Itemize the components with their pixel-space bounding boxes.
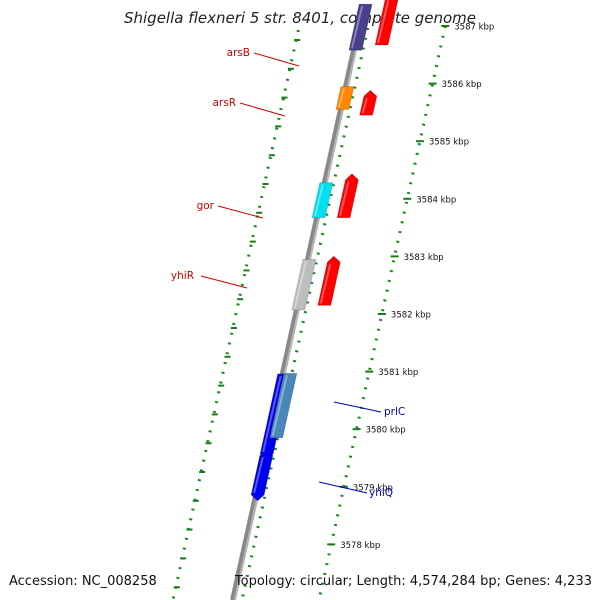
feature-label-arsb: arsB — [227, 47, 250, 59]
feature-label-yhiq: yhiQ — [369, 487, 393, 499]
gene-block — [317, 255, 341, 306]
ruler-tick-label: 3578 kbp — [340, 541, 380, 551]
gene-block-highlight — [339, 181, 350, 217]
gene-block-highlight — [253, 456, 264, 494]
inner-dotted-ring — [240, 27, 370, 600]
outer-dotted-ring — [171, 29, 300, 600]
feature-label-prlc: prlC — [384, 406, 405, 418]
gene-block-highlight — [350, 5, 364, 49]
ruler-tick-label: 3581 kbp — [378, 368, 418, 378]
feature-leader-line — [253, 52, 300, 67]
feature-label-arsr: arsR — [212, 97, 236, 109]
feature-label-yhir: yhiR — [171, 270, 194, 282]
gene-block-highlight — [337, 88, 345, 108]
ruler-tick-label: 3587 kbp — [454, 23, 494, 33]
accession-text: Accession: NC_008258 — [9, 574, 157, 589]
gene-block — [335, 86, 355, 110]
gene-block-highlight — [271, 375, 288, 437]
gene-block — [336, 173, 359, 219]
feature-leader-line — [239, 102, 286, 117]
gene-block-highlight — [262, 375, 282, 453]
feature-leader-line — [217, 205, 264, 219]
gene-block-highlight — [314, 184, 324, 217]
feature-leader-line — [333, 401, 382, 413]
ruler-tick-label: 3586 kbp — [442, 80, 482, 90]
ruler-tick-label: 3584 kbp — [416, 195, 456, 205]
gene-block-highlight — [377, 0, 390, 44]
gene-block — [291, 258, 317, 311]
gene-block — [348, 3, 373, 51]
gene-block — [311, 182, 334, 219]
feature-leader-line — [200, 275, 248, 289]
gene-block — [359, 89, 378, 116]
topology-text: Topology: circular; Length: 4,574,284 bp… — [234, 574, 592, 589]
feature-leader-line — [318, 481, 368, 494]
feature-label-gor: gor — [197, 200, 215, 212]
gene-block-highlight — [361, 98, 368, 114]
ruler-tick-label: 3583 kbp — [404, 253, 444, 263]
ruler-tick-label: 3580 kbp — [366, 426, 406, 436]
gene-block — [250, 454, 274, 502]
gene-block — [374, 0, 399, 46]
ruler-tick-label: 3585 kbp — [429, 138, 469, 148]
gene-block — [269, 372, 298, 439]
gene-block-highlight — [293, 261, 307, 309]
backbone-line — [230, 21, 361, 600]
ruler-tick-label: 3582 kbp — [391, 311, 431, 321]
ruler-tick-label: 3579 kbp — [353, 483, 393, 493]
gene-block-highlight — [319, 263, 332, 304]
